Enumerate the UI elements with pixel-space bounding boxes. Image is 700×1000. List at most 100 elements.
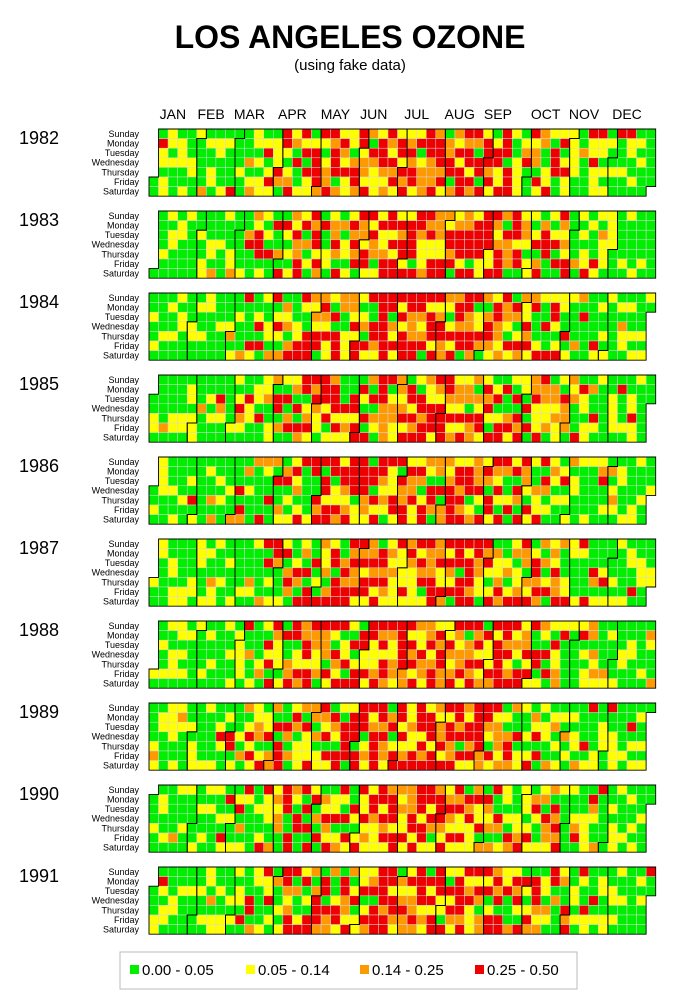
day-cell xyxy=(330,220,341,231)
day-cell xyxy=(502,567,513,578)
day-cell xyxy=(253,895,264,906)
day-cell xyxy=(435,128,446,139)
day-cell xyxy=(387,456,398,467)
day-cell xyxy=(349,803,360,815)
day-cell xyxy=(378,475,389,487)
day-cell xyxy=(607,302,618,313)
day-cell xyxy=(607,586,618,597)
day-cell xyxy=(349,485,360,496)
day-cell xyxy=(311,567,322,578)
day-cell xyxy=(406,794,417,805)
day-cell xyxy=(320,485,331,496)
day-cell xyxy=(263,741,274,752)
day-cell xyxy=(397,813,408,824)
day-cell xyxy=(215,495,226,506)
day-cell xyxy=(531,794,542,805)
day-cell xyxy=(320,712,331,723)
day-cell xyxy=(330,741,341,752)
day-cell xyxy=(167,292,178,303)
day-cell xyxy=(148,885,159,897)
day-cell xyxy=(387,475,398,487)
day-cell xyxy=(559,567,570,578)
day-cell xyxy=(425,374,437,385)
day-cell xyxy=(339,630,351,641)
day-cell xyxy=(540,514,551,525)
day-cell xyxy=(244,495,255,506)
day-cell xyxy=(387,302,398,313)
day-cell xyxy=(320,639,331,651)
day-cell xyxy=(234,659,245,670)
day-cell xyxy=(588,311,599,323)
day-cell xyxy=(292,639,303,651)
day-cell xyxy=(359,649,370,660)
day-cell xyxy=(397,678,408,689)
day-cell xyxy=(626,249,637,260)
day-cell xyxy=(292,350,303,361)
day-cell xyxy=(263,393,274,405)
day-cell xyxy=(607,885,618,897)
day-cell xyxy=(502,331,513,342)
day-cell xyxy=(273,302,284,313)
day-cell xyxy=(492,475,503,487)
day-cell xyxy=(425,712,437,723)
day-cell xyxy=(158,702,169,713)
day-cell xyxy=(464,596,475,607)
day-cell xyxy=(186,620,198,631)
day-cell xyxy=(435,702,446,713)
day-cell xyxy=(349,668,360,679)
month-label: AUG xyxy=(445,106,475,122)
day-cell xyxy=(158,167,169,178)
day-cell xyxy=(244,311,255,323)
day-cell xyxy=(454,538,465,549)
day-cell xyxy=(445,258,456,269)
day-cell xyxy=(196,384,207,395)
day-cell xyxy=(158,823,169,834)
day-cell xyxy=(607,702,618,713)
day-cell xyxy=(540,639,551,651)
day-cell xyxy=(282,731,293,742)
day-cell xyxy=(253,538,264,549)
month-label: NOV xyxy=(569,106,600,122)
day-cell xyxy=(225,350,236,361)
day-cell xyxy=(445,649,456,660)
day-cell xyxy=(492,292,503,303)
day-cell xyxy=(196,842,207,853)
day-cell xyxy=(645,292,656,303)
day-cell xyxy=(521,784,532,795)
day-cell xyxy=(521,249,532,260)
day-cell xyxy=(311,422,322,433)
day-cell xyxy=(215,885,226,897)
day-cell xyxy=(550,350,561,361)
day-cell xyxy=(416,167,427,178)
day-cell xyxy=(636,138,647,149)
day-cell xyxy=(588,557,599,569)
day-cell xyxy=(215,866,226,877)
day-cell xyxy=(301,895,312,906)
day-cell xyxy=(158,229,169,241)
day-cell xyxy=(186,167,198,178)
day-cell xyxy=(406,741,417,752)
day-cell xyxy=(512,586,523,597)
day-cell xyxy=(636,866,647,877)
day-cell xyxy=(167,393,178,405)
day-cell xyxy=(473,229,484,241)
day-cell xyxy=(359,384,370,395)
day-cell xyxy=(244,885,255,897)
weekday-label: Friday xyxy=(114,177,140,187)
day-cell xyxy=(531,504,542,515)
day-cell xyxy=(569,384,580,395)
day-cell xyxy=(320,702,331,713)
day-cell xyxy=(406,842,417,853)
day-cell xyxy=(531,432,542,443)
day-cell xyxy=(435,784,446,795)
day-cell xyxy=(244,340,255,351)
day-cell xyxy=(473,485,484,496)
day-cell xyxy=(397,842,408,853)
day-cell xyxy=(349,384,360,395)
day-cell xyxy=(215,321,226,332)
day-cell xyxy=(234,475,245,487)
day-cell xyxy=(435,147,446,159)
day-cell xyxy=(253,432,264,443)
day-cell xyxy=(253,186,264,197)
day-cell xyxy=(425,393,437,405)
